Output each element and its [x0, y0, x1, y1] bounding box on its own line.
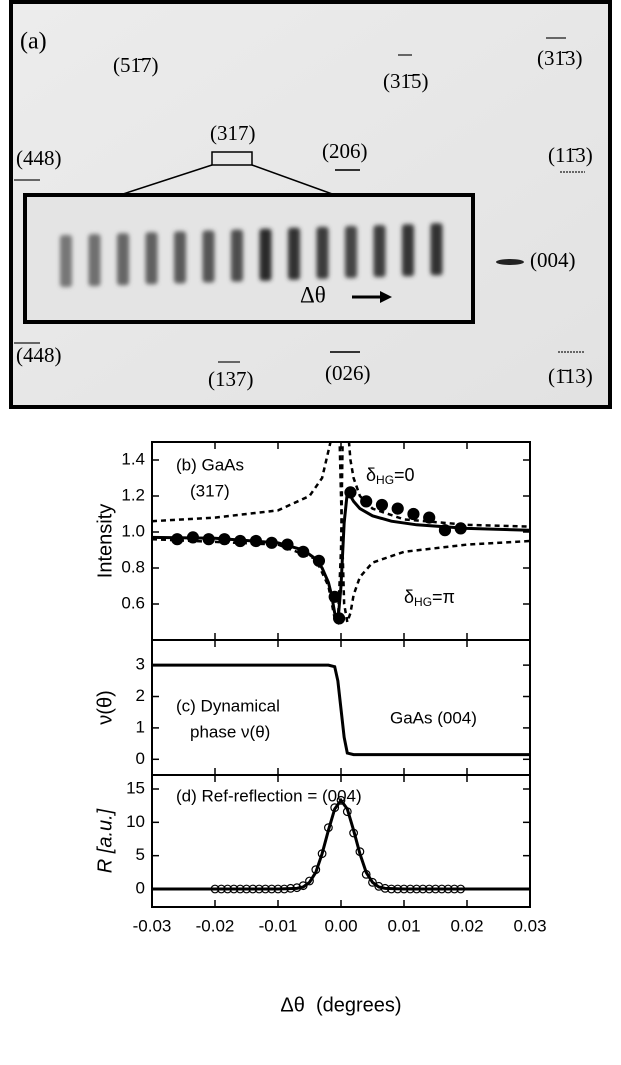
x-tick-label: 0.01: [387, 916, 420, 935]
dashed-curve: [152, 442, 530, 626]
y-tick-label: 1.4: [121, 449, 145, 468]
spot-label: (004): [530, 248, 576, 272]
spot-label: (026): [325, 361, 371, 385]
curve: [152, 663, 530, 757]
panel-text: GaAs (004): [390, 708, 477, 727]
inset-stripes: [60, 223, 443, 287]
spot-marks: [14, 37, 585, 363]
data-dot: [375, 498, 389, 512]
y-tick-label: 3: [136, 655, 145, 674]
spot-label: (137): [208, 367, 254, 391]
y-tick-label: 1.2: [121, 485, 145, 504]
zoom-box: [211, 151, 253, 166]
x-tick-label: 0.02: [450, 916, 483, 935]
curve: [152, 797, 530, 891]
spot-label: (31̄3): [537, 46, 583, 70]
data-circle: [336, 795, 346, 805]
spot-label: (448): [16, 343, 62, 367]
annotation-symbol: δ: [404, 587, 414, 607]
annotation-subscript: HG: [376, 473, 394, 487]
annotation-tail: =0: [394, 465, 415, 485]
y-axis-label: R [a.u.]: [94, 808, 116, 873]
x-tick-label: 0.00: [324, 916, 357, 935]
panel-text: (317): [190, 481, 230, 500]
y-tick-label: 0: [136, 749, 145, 768]
annotation: δHG=0: [366, 465, 415, 487]
panel-label: (a): [20, 29, 47, 55]
y-tick-label: 15: [126, 778, 145, 797]
x-tick-label: 0.03: [513, 916, 546, 935]
x-tick-label: -0.03: [133, 916, 172, 935]
spot-label: (206): [322, 139, 368, 163]
zoom-line: [251, 164, 336, 196]
y-tick-label: 1: [136, 717, 145, 736]
spot-label: (51̄7): [113, 53, 159, 77]
data-circle: [368, 877, 377, 887]
y-tick-label: 2: [136, 686, 145, 705]
panel-text: (d) Ref-reflection = (004): [176, 786, 362, 805]
spot-label: (11̄3): [548, 143, 593, 167]
panel-text: (c) Dynamical: [176, 696, 280, 715]
data-dot: [407, 507, 420, 521]
x-tick-label: -0.02: [196, 916, 235, 935]
inset-label: Δθ: [300, 282, 326, 307]
panel-text: (b) GaAs: [176, 455, 244, 474]
spot-label: (448): [16, 146, 62, 170]
dashed-curve: [152, 442, 530, 627]
x-axis-label: Δθ (degrees): [280, 994, 401, 1016]
y-tick-label: 0.6: [121, 593, 145, 612]
spot-label: (317): [210, 121, 256, 145]
annotation-tail: =π: [432, 587, 455, 607]
annotation-subscript: HG: [414, 595, 432, 609]
plot-area: [152, 442, 530, 627]
y-tick-label: 0.8: [121, 557, 145, 576]
y-axis-label: Intensity: [94, 504, 116, 578]
plot-area: [152, 663, 530, 757]
zoom-line: [119, 164, 213, 196]
data-dot: [391, 502, 404, 515]
y-tick-label: 5: [136, 845, 145, 864]
annotation-symbol: δ: [366, 465, 376, 485]
x-tick-label: -0.01: [259, 916, 298, 935]
spot-label: (1̄13): [548, 364, 593, 388]
annotation: δHG=π: [404, 587, 455, 609]
spot-004: [496, 259, 524, 265]
plot-area: [152, 795, 530, 894]
data-circle: [305, 876, 314, 886]
y-axis-label: ν(θ): [94, 690, 116, 724]
y-tick-label: 1.0: [121, 521, 145, 540]
panel-text: phase ν(θ): [190, 722, 270, 741]
arrow-head: [380, 291, 392, 303]
curve: [152, 488, 530, 623]
y-tick-label: 0: [136, 878, 145, 897]
spot-label: (31̄5): [383, 69, 429, 93]
y-tick-label: 10: [126, 812, 145, 831]
